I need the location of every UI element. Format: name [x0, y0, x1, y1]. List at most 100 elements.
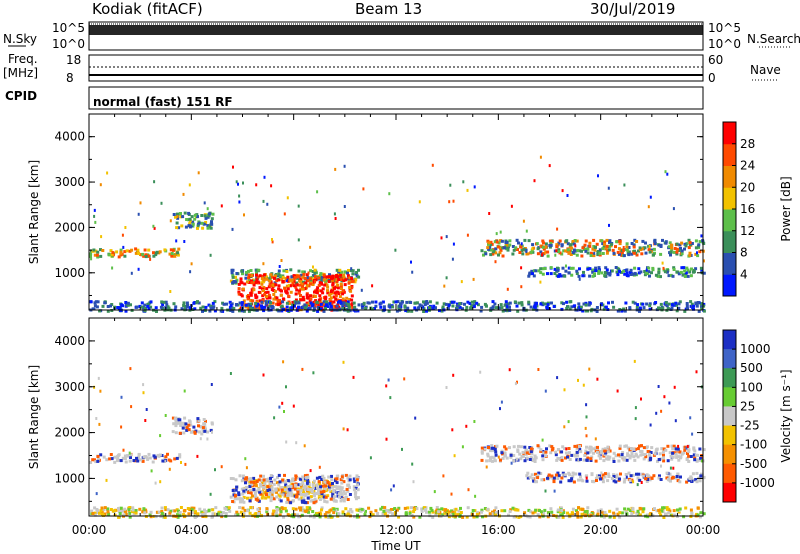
- power-cell: [458, 305, 462, 309]
- velocity-cell: [557, 448, 561, 452]
- velocity-cell: [602, 515, 606, 519]
- power-cell: [633, 301, 637, 305]
- power-cell: [142, 254, 146, 258]
- velocity-cell: [211, 508, 215, 512]
- power-cell: [322, 278, 326, 282]
- power-cell: [618, 239, 622, 243]
- velocity-cell: [669, 513, 673, 517]
- power-cell: [333, 277, 337, 281]
- velocity-cell: [257, 512, 261, 516]
- velocity-cell: [528, 458, 532, 461]
- velocity-cell: [559, 506, 563, 510]
- power-cell: [648, 302, 652, 306]
- velocity-cell: [561, 509, 565, 513]
- power-cell: [326, 305, 330, 308]
- velocity-cell: [249, 496, 253, 500]
- velocity-cell: [526, 476, 530, 480]
- power-cell: [536, 247, 540, 251]
- power-cell: [680, 241, 684, 245]
- power-cell: [353, 305, 357, 309]
- velocity-cell: [264, 479, 268, 483]
- velocity-cell: [220, 465, 223, 469]
- colorbar-tick-label: 500: [740, 361, 763, 375]
- velocity-cell: [220, 515, 224, 519]
- velocity-frame: [88, 317, 704, 517]
- power-cell: [183, 304, 187, 308]
- velocity-cell: [95, 492, 98, 496]
- power-cell: [682, 273, 685, 277]
- velocity-cell: [105, 478, 108, 482]
- velocity-cell: [650, 446, 654, 450]
- power-cell: [584, 301, 588, 305]
- power-cell: [546, 303, 550, 307]
- velocity-cell: [641, 510, 645, 514]
- power-cell: [237, 282, 241, 286]
- power-cell: [583, 243, 587, 247]
- power-cell: [278, 288, 282, 292]
- velocity-cell: [606, 450, 610, 454]
- power-cell: [422, 310, 426, 313]
- velocity-cell: [702, 512, 706, 516]
- power-cell: [503, 303, 507, 307]
- power-cell: [543, 302, 547, 306]
- power-cell: [106, 305, 110, 308]
- velocity-cell: [668, 472, 672, 476]
- power-cell: [231, 281, 235, 285]
- power-cell: [652, 247, 656, 251]
- velocity-cell: [283, 506, 287, 510]
- velocity-cell: [246, 496, 249, 500]
- power-cell: [288, 278, 292, 282]
- power-cell: [184, 225, 188, 229]
- power-cell: [539, 271, 543, 275]
- power-cell: [416, 307, 420, 310]
- velocity-cell: [339, 496, 343, 499]
- velocity-cell: [176, 513, 179, 517]
- velocity-cell: [665, 471, 669, 475]
- power-cell: [93, 208, 96, 212]
- velocity-cell: [508, 368, 511, 372]
- power-cell: [620, 253, 624, 257]
- power-cell: [258, 274, 262, 278]
- velocity-cell: [604, 451, 608, 455]
- power-cell: [285, 305, 289, 309]
- power-cell: [331, 279, 335, 283]
- velocity-cell: [570, 477, 574, 481]
- velocity-cell: [598, 456, 602, 460]
- velocity-cell: [282, 507, 285, 511]
- velocity-cell: [96, 459, 100, 463]
- velocity-cell: [284, 480, 288, 484]
- velocity-cell: [654, 449, 658, 453]
- power-cell: [360, 288, 363, 292]
- power-colorbar-swatch: [723, 122, 736, 145]
- velocity-cell: [322, 490, 326, 493]
- velocity-cell: [544, 489, 547, 493]
- velocity-cell: [197, 424, 200, 428]
- velocity-colorbar-swatch: [723, 425, 736, 446]
- colorbar-tick-label: -100: [740, 438, 767, 452]
- velocity-cell: [248, 511, 252, 515]
- velocity-cell: [493, 448, 497, 451]
- velocity-cell: [556, 376, 559, 380]
- velocity-cell: [454, 507, 458, 511]
- power-cell: [565, 239, 569, 243]
- velocity-cell: [542, 511, 546, 515]
- velocity-cell: [592, 451, 595, 455]
- velocity-cell: [324, 484, 328, 488]
- velocity-cell: [677, 458, 681, 462]
- power-cell: [277, 273, 281, 277]
- power-cell: [553, 267, 557, 271]
- velocity-cell: [664, 512, 668, 516]
- power-cell: [336, 286, 340, 290]
- velocity-cell: [203, 508, 206, 512]
- velocity-cell: [607, 475, 611, 478]
- power-cell: [638, 246, 642, 250]
- power-cell: [588, 301, 592, 305]
- noise-right-bottom-tick: 10^0: [708, 37, 741, 51]
- velocity-cell: [511, 506, 515, 510]
- power-cell: [242, 299, 246, 303]
- velocity-cell: [556, 510, 560, 514]
- nave-bottom-tick: 0: [708, 71, 716, 85]
- velocity-cell: [278, 405, 281, 409]
- velocity-cell: [625, 458, 629, 462]
- power-cell: [351, 269, 355, 273]
